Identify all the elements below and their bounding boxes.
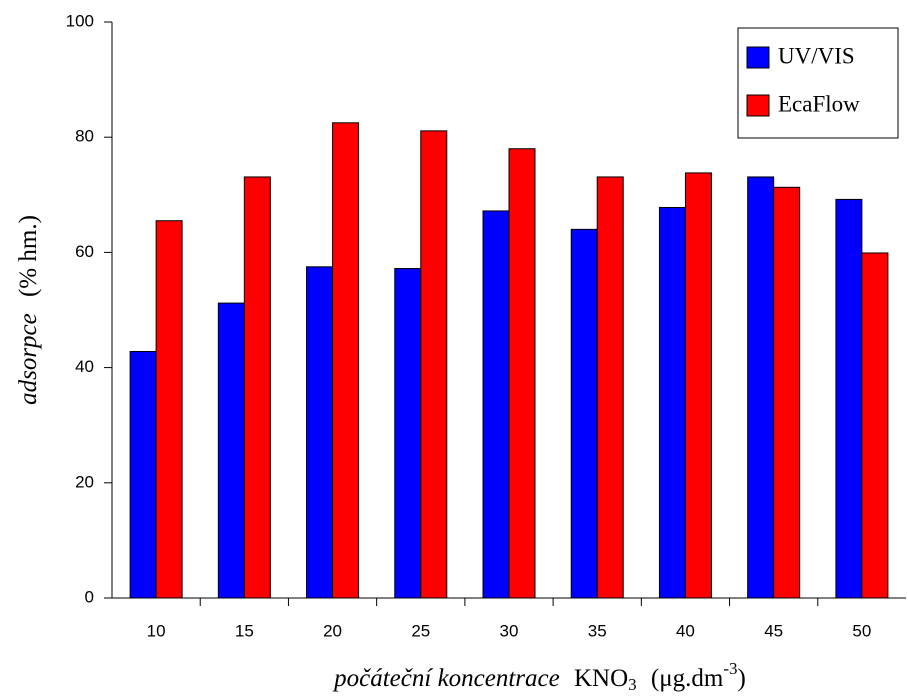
x-tick-label: 30 bbox=[500, 621, 519, 640]
x-tick-label: 45 bbox=[764, 621, 783, 640]
x-tick-label: 35 bbox=[588, 621, 607, 640]
bar bbox=[508, 148, 536, 599]
bar bbox=[155, 220, 183, 599]
legend-swatch bbox=[746, 46, 770, 69]
x-tick-label: 50 bbox=[852, 621, 871, 640]
x-label-part: ) bbox=[738, 665, 746, 692]
bar bbox=[306, 266, 334, 599]
y-tick-label: 0 bbox=[85, 587, 94, 606]
bar bbox=[394, 268, 422, 599]
y-tick-label: 80 bbox=[75, 127, 94, 146]
bar bbox=[773, 186, 801, 599]
bar bbox=[684, 172, 712, 599]
x-label-part: -3 bbox=[723, 659, 737, 678]
y-tick-label: 60 bbox=[75, 242, 94, 261]
bar bbox=[420, 130, 448, 599]
x-label-part: 3 bbox=[628, 675, 637, 694]
legend-label: EcaFlow bbox=[778, 91, 860, 116]
y-tick-label: 100 bbox=[66, 11, 94, 30]
bar bbox=[482, 210, 510, 599]
x-label-part: počáteční koncentrace bbox=[332, 665, 560, 692]
bar bbox=[332, 122, 360, 599]
x-tick-label: 20 bbox=[323, 621, 342, 640]
bar bbox=[243, 176, 271, 599]
y-tick-label: 20 bbox=[75, 472, 94, 491]
y-label-part: adsorpce bbox=[15, 313, 42, 405]
x-label-part: (μg.dm bbox=[651, 665, 724, 692]
y-tick-label: 40 bbox=[75, 357, 94, 376]
legend-box bbox=[737, 27, 899, 139]
x-tick-label: 15 bbox=[235, 621, 254, 640]
bar bbox=[570, 228, 598, 599]
bar bbox=[217, 302, 245, 599]
legend-label: UV/VIS bbox=[778, 43, 855, 68]
x-tick-label: 10 bbox=[147, 621, 166, 640]
y-axis-label: adsorpce (% hm.) bbox=[15, 215, 42, 405]
bar bbox=[835, 198, 863, 599]
x-tick-label: 25 bbox=[411, 621, 430, 640]
bar bbox=[747, 176, 775, 599]
legend-swatch bbox=[746, 94, 770, 117]
bar bbox=[596, 176, 624, 599]
x-label-part: KNO bbox=[574, 665, 628, 692]
bar bbox=[861, 252, 889, 599]
y-label-part: (% hm.) bbox=[15, 215, 42, 297]
bar bbox=[129, 350, 157, 599]
x-axis-label: počáteční koncentrace KNO3 (μg.dm-3) bbox=[332, 659, 746, 697]
x-tick-label: 40 bbox=[676, 621, 695, 640]
bar bbox=[658, 206, 686, 599]
